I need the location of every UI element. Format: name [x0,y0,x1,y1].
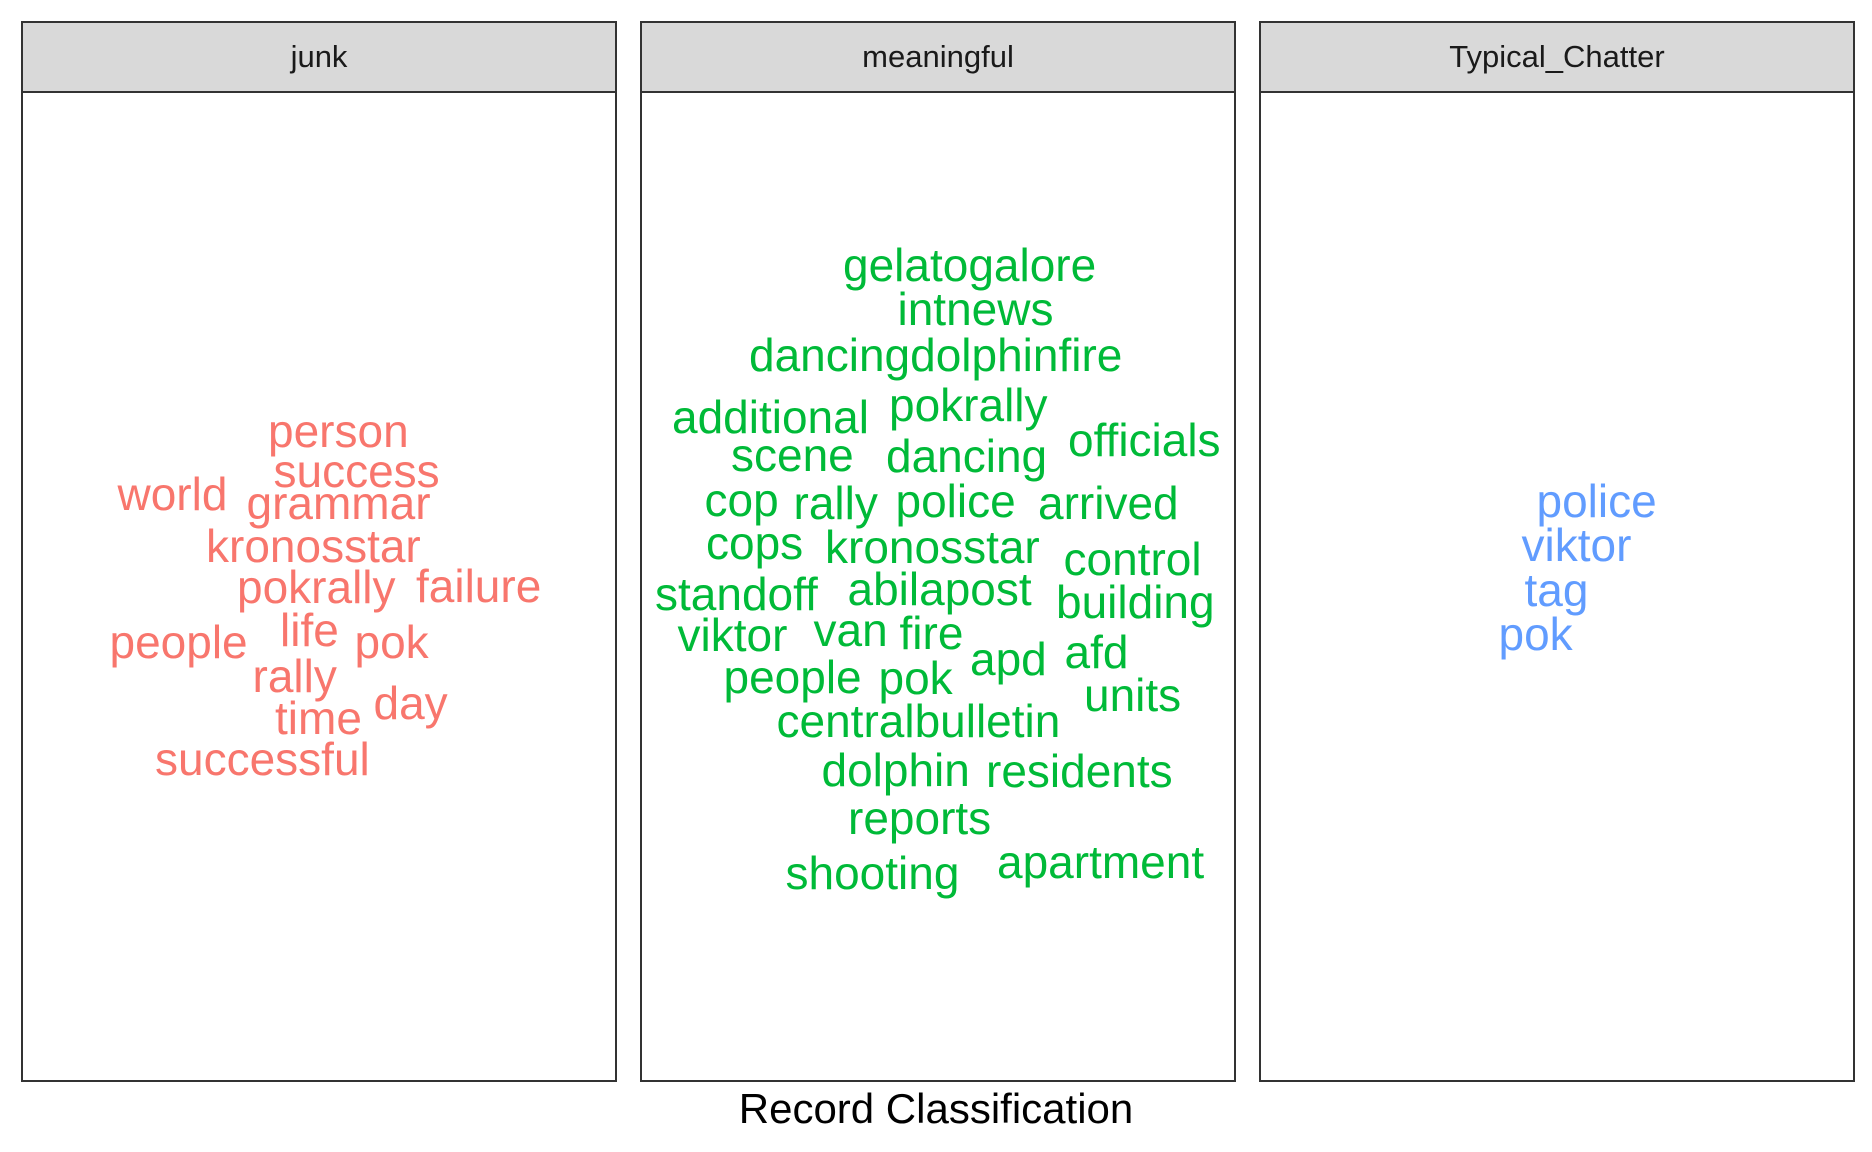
word-gelatogalore: gelatogalore [843,238,1097,291]
word-grammar: grammar [246,476,431,529]
word-dancingdolphinfire: dancingdolphinfire [749,328,1123,381]
word-rally: rally [252,649,337,702]
word-afd: afd [1064,625,1129,678]
word-dolphin: dolphin [821,743,970,796]
word-pokrally: pokrally [889,378,1048,431]
word-pok: pok [354,615,429,668]
word-life: life [280,603,339,656]
facet-panel-typical-chatter: Typical_Chatter police viktor tag pok [1259,21,1855,1082]
word-cloud-area: person success world grammar kronosstar pokra… [23,91,615,1080]
word-centralbulletin: centralbulletin [776,694,1061,747]
word-successful: successful [155,732,370,785]
word-police: police [1536,474,1657,527]
word-kronosstar: kronosstar [825,520,1040,573]
word-van: van [813,603,888,656]
word-cloud-area: gelatogalore intnews dancingdolphinfire add… [642,91,1234,1080]
word-shooting: shooting [785,846,960,899]
facet-strip-label: meaningful [642,23,1234,93]
word-dancing: dancing [886,429,1048,482]
word-time: time [275,691,362,744]
word-additional: additional [672,390,869,443]
word-success: success [273,444,440,497]
word-person: person [268,404,409,457]
word-standoff: standoff [655,567,818,620]
word-people: people [723,650,862,703]
word-building: building [1056,575,1215,628]
word-tag: tag [1524,563,1589,616]
word-abilapost: abilapost [847,562,1032,615]
word-residents: residents [986,744,1173,797]
x-axis-label: Record Classification [738,1085,1134,1132]
word-people: people [109,615,248,668]
word-intnews: intnews [897,282,1054,335]
word-failure: failure [416,559,542,612]
word-police: police [895,474,1016,527]
word-viktor: viktor [677,608,788,661]
word-viktor: viktor [1521,518,1632,571]
word-cop: cop [704,473,779,526]
word-world: world [117,467,228,520]
word-day: day [373,676,448,729]
word-reports: reports [848,791,992,844]
word-apartment: apartment [997,835,1205,888]
word-fire: fire [899,606,964,659]
word-officials: officials [1068,413,1221,466]
word-kronosstar: kronosstar [206,519,421,572]
facet-strip-label: Typical_Chatter [1261,23,1853,93]
word-pok: pok [1498,607,1573,660]
word-control: control [1063,532,1202,585]
facet-panel-meaningful: meaningful gelatogalore intnews dancingdol… [640,21,1236,1082]
facet-panel-junk: junk person success world grammar kronosstar… [21,21,617,1082]
word-units: units [1084,668,1182,721]
word-arrived: arrived [1038,476,1179,529]
facet-strip-label: junk [23,23,615,93]
word-pok: pok [878,651,953,704]
word-cops: cops [706,516,804,569]
word-apd: apd [970,632,1047,685]
word-cloud-area: police viktor tag pok [1261,91,1853,1080]
word-scene: scene [731,428,854,481]
word-pokrally: pokrally [237,560,396,613]
word-rally: rally [793,476,878,529]
